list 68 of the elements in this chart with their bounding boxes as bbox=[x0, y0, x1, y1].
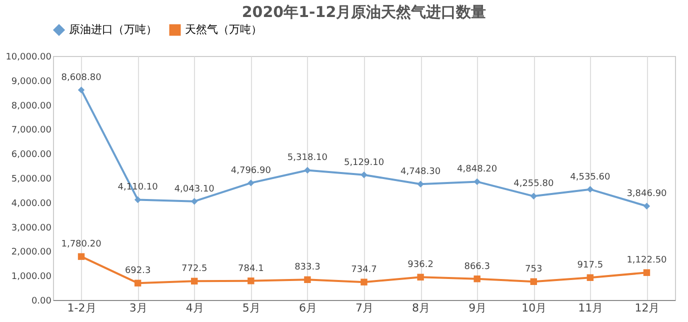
data-label: 936.2 bbox=[408, 260, 434, 270]
point bbox=[417, 180, 424, 188]
legend-label: 原油进口（万吨） bbox=[69, 23, 157, 36]
point bbox=[248, 180, 254, 186]
point bbox=[586, 186, 594, 193]
x-tick-label: 5月 bbox=[242, 302, 260, 314]
x-tick-label: 8月 bbox=[412, 302, 430, 314]
point bbox=[530, 278, 537, 285]
point bbox=[474, 178, 480, 186]
y-tick-label: 7,000.00 bbox=[11, 126, 52, 136]
y-tick-label: 0.00 bbox=[31, 296, 52, 306]
point bbox=[191, 278, 198, 285]
data-label: 833.3 bbox=[294, 262, 320, 273]
data-label: 4,848.20 bbox=[457, 164, 498, 175]
point bbox=[191, 198, 198, 205]
point bbox=[304, 276, 311, 284]
data-label: 784.1 bbox=[238, 264, 264, 274]
point bbox=[586, 274, 594, 281]
data-label: 734.7 bbox=[351, 265, 377, 276]
chart-title: 2020年1-12月原油天然气进口数量 bbox=[242, 3, 486, 21]
legend-label: 天然气（万吨） bbox=[185, 23, 262, 36]
point bbox=[78, 86, 85, 94]
point bbox=[474, 276, 480, 282]
x-tick-label: 4月 bbox=[186, 302, 204, 314]
point bbox=[248, 278, 254, 284]
point bbox=[134, 196, 142, 204]
point bbox=[643, 269, 650, 276]
data-label: 692.3 bbox=[124, 266, 151, 276]
point bbox=[78, 253, 85, 260]
x-tick-label: 3月 bbox=[129, 302, 148, 314]
point bbox=[134, 280, 142, 286]
data-label: 1,122.50 bbox=[626, 256, 668, 266]
y-tick-label: 8,000.00 bbox=[11, 101, 52, 112]
x-tick-label: 11月 bbox=[578, 302, 604, 314]
point bbox=[530, 192, 537, 200]
data-label: 5,129.10 bbox=[344, 158, 384, 168]
data-label: 772.5 bbox=[181, 264, 208, 274]
x-tick-label: 7月 bbox=[356, 302, 374, 314]
point bbox=[417, 274, 424, 281]
data-label: 917.5 bbox=[577, 260, 604, 271]
data-label: 4,748.30 bbox=[400, 167, 441, 178]
y-tick-label: 2,000.00 bbox=[11, 248, 52, 258]
point bbox=[360, 171, 368, 178]
data-label: 4,043.10 bbox=[174, 184, 215, 194]
y-tick-label: 6,000.00 bbox=[11, 150, 52, 160]
point bbox=[304, 166, 311, 174]
data-label: 8,608.80 bbox=[61, 72, 102, 83]
y-tick-label: 4,000.00 bbox=[11, 198, 52, 209]
point bbox=[643, 202, 650, 210]
data-label: 3,846.90 bbox=[626, 189, 668, 200]
x-tick-label: 1-2月 bbox=[67, 302, 96, 314]
y-tick-label: 10,000.00 bbox=[6, 52, 52, 62]
point bbox=[360, 278, 368, 286]
x-tick-label: 10月 bbox=[522, 302, 547, 314]
data-label: 4,535.60 bbox=[570, 172, 610, 182]
y-tick-label: 3,000.00 bbox=[11, 223, 52, 234]
y-tick-label: 9,000.00 bbox=[11, 76, 52, 87]
data-label: 4,255.80 bbox=[514, 179, 554, 190]
data-label: 5,318.10 bbox=[287, 153, 328, 164]
data-label: 1,780.20 bbox=[61, 240, 102, 250]
y-tick-label: 1,000.00 bbox=[11, 272, 52, 282]
data-label: 866.3 bbox=[464, 262, 490, 272]
data-label: 753 bbox=[525, 264, 542, 275]
x-tick-label: 12月 bbox=[634, 302, 660, 314]
data-label: 4,796.90 bbox=[230, 166, 272, 176]
y-tick-label: 5,000.00 bbox=[11, 174, 52, 184]
x-tick-label: 6月 bbox=[298, 302, 317, 314]
x-tick-label: 9月 bbox=[468, 302, 487, 314]
